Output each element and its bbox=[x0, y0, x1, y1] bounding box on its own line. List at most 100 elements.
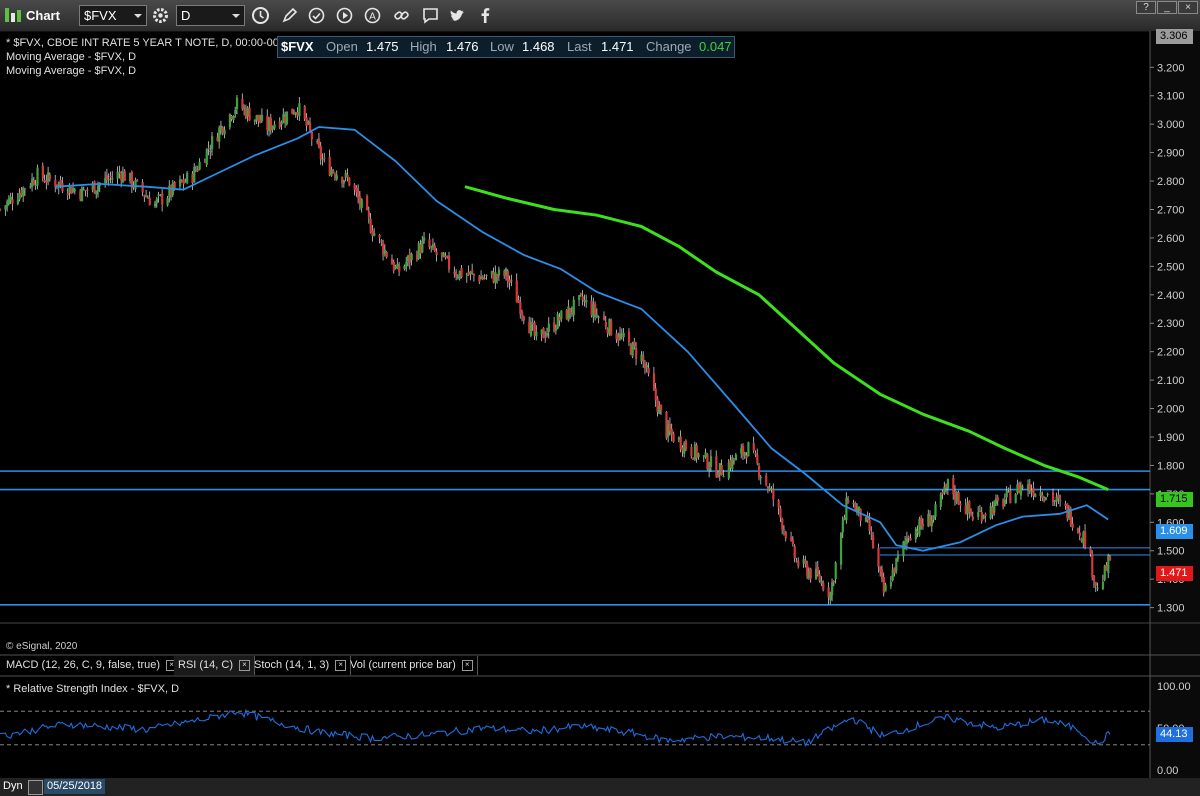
close-icon[interactable]: × bbox=[461, 659, 473, 671]
candle-body bbox=[223, 129, 226, 135]
candle-body bbox=[211, 136, 214, 150]
y-tick-label: 2.100 bbox=[1157, 375, 1185, 387]
tab-vol-label: Vol (current price bar) bbox=[350, 659, 456, 671]
candle-body bbox=[1002, 499, 1005, 507]
candle-body bbox=[480, 277, 483, 280]
candle-body bbox=[832, 581, 836, 583]
candle-body bbox=[328, 156, 331, 176]
y-tick-label: 2.500 bbox=[1157, 261, 1185, 273]
candle-body bbox=[610, 320, 613, 336]
candle-body bbox=[880, 569, 884, 579]
candle-body bbox=[806, 564, 809, 577]
candle-body bbox=[410, 253, 413, 261]
candle-body bbox=[342, 180, 346, 184]
candle-body bbox=[822, 582, 825, 590]
candle-body bbox=[481, 276, 485, 280]
play-icon[interactable] bbox=[334, 5, 355, 26]
symbol-input[interactable]: $FVX bbox=[79, 5, 147, 26]
candle-body bbox=[32, 180, 36, 185]
candle-body bbox=[604, 322, 607, 328]
candle-body bbox=[1101, 581, 1105, 590]
comment-icon[interactable] bbox=[420, 5, 441, 26]
chevron-down-icon[interactable] bbox=[232, 14, 240, 18]
link-icon[interactable] bbox=[391, 5, 412, 26]
candle-body bbox=[259, 120, 262, 123]
candle-body bbox=[839, 532, 843, 565]
tab-macd[interactable]: MACD (12, 26, C, 9, false, true) × bbox=[2, 656, 183, 675]
price-chart[interactable]: 3.200 3.100 3.000 2.900 2.800 2.700 2.600 2.500… bbox=[0, 31, 1200, 796]
svg-text:A: A bbox=[369, 12, 376, 23]
tab-rsi[interactable]: RSI (14, C) × bbox=[174, 656, 256, 675]
candle-body bbox=[4, 205, 7, 210]
candle-body bbox=[282, 114, 285, 123]
candle-body bbox=[385, 251, 388, 258]
candle-body bbox=[631, 342, 634, 357]
candle-body bbox=[704, 452, 707, 458]
candle-body bbox=[235, 97, 239, 110]
candle-body bbox=[531, 322, 534, 325]
candle-body bbox=[107, 178, 110, 180]
candle-body bbox=[934, 504, 937, 517]
candle-body bbox=[465, 274, 469, 276]
help-button[interactable]: ? bbox=[1136, 1, 1156, 14]
candle-body bbox=[866, 517, 869, 521]
chevron-down-icon[interactable] bbox=[134, 14, 142, 18]
candle-body bbox=[677, 437, 681, 441]
candle-body bbox=[879, 567, 882, 572]
candle-body bbox=[134, 180, 137, 190]
tab-stoch[interactable]: Stoch (14, 1, 3) × bbox=[250, 656, 352, 675]
refresh-icon[interactable] bbox=[306, 5, 327, 26]
candle-body bbox=[506, 271, 509, 282]
candle-body bbox=[743, 452, 746, 456]
alert-a-icon[interactable]: A bbox=[362, 5, 383, 26]
close-icon[interactable]: × bbox=[1178, 1, 1198, 14]
candle-body bbox=[373, 232, 376, 236]
candle-body bbox=[371, 230, 374, 236]
candle-body bbox=[145, 196, 148, 198]
candle-body bbox=[692, 457, 695, 460]
candle-body bbox=[423, 237, 426, 241]
candle-body bbox=[681, 447, 684, 452]
calendar-icon[interactable] bbox=[28, 780, 43, 795]
candle-body bbox=[570, 312, 574, 314]
candle-body bbox=[697, 453, 700, 458]
minimize-icon[interactable]: _ bbox=[1157, 1, 1177, 14]
facebook-icon[interactable] bbox=[475, 5, 496, 26]
candle-body bbox=[759, 476, 762, 479]
candle-body bbox=[957, 492, 960, 505]
candle-body bbox=[843, 517, 846, 521]
candle-body bbox=[827, 587, 830, 598]
tab-vol[interactable]: Vol (current price bar) × bbox=[346, 656, 478, 675]
candle-body bbox=[444, 255, 447, 258]
candle-body bbox=[847, 499, 850, 503]
candle-body bbox=[335, 175, 338, 180]
candle-body bbox=[93, 181, 96, 194]
y-tick-label: 2.600 bbox=[1157, 233, 1185, 245]
candle-body bbox=[902, 541, 905, 557]
pencil-draw-icon[interactable] bbox=[279, 5, 300, 26]
candle-body bbox=[184, 181, 187, 183]
candle-body bbox=[205, 149, 208, 165]
candle-body bbox=[731, 457, 734, 470]
candle-body bbox=[982, 515, 985, 519]
clock-icon[interactable] bbox=[250, 5, 271, 26]
dyn-mode-button[interactable]: Dyn bbox=[3, 780, 23, 792]
candle-body bbox=[929, 516, 932, 527]
close-icon[interactable]: × bbox=[239, 659, 251, 671]
candle-body bbox=[815, 568, 818, 579]
twitter-icon[interactable] bbox=[447, 5, 468, 26]
candle-body bbox=[667, 424, 670, 438]
close-icon[interactable]: × bbox=[335, 659, 347, 671]
candle-body bbox=[417, 243, 420, 259]
candle-body bbox=[953, 491, 957, 501]
candle-body bbox=[729, 460, 732, 468]
candle-body bbox=[622, 332, 625, 338]
candle-body bbox=[872, 534, 875, 549]
interval-input[interactable]: D bbox=[176, 5, 245, 26]
candle-body bbox=[804, 560, 807, 565]
candle-body bbox=[271, 126, 274, 130]
candle-body bbox=[857, 506, 860, 512]
settings-gear-icon[interactable] bbox=[150, 5, 171, 26]
candle-body bbox=[344, 172, 347, 178]
candle-body bbox=[590, 300, 593, 316]
